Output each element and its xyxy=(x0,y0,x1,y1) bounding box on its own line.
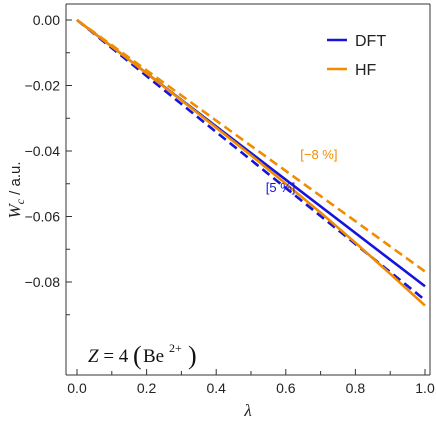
y-tick-label: −0.04 xyxy=(25,143,61,159)
system-label-close-paren: ) xyxy=(188,341,197,370)
y-axis-title-unit: / a.u. xyxy=(7,161,24,199)
y-tick-label: 0.00 xyxy=(33,12,60,28)
x-tick-label: 1.0 xyxy=(415,380,435,396)
x-tick-label: 0.4 xyxy=(206,380,226,396)
svg-text:Wc / a.u.: Wc / a.u. xyxy=(5,161,27,218)
y-axis-title: Wc / a.u. xyxy=(5,161,27,218)
system-label-open-paren: ( xyxy=(133,341,142,370)
annotations: [−8 %] [5 %] xyxy=(266,147,338,195)
tick-labels: 0.0 0.2 0.4 0.6 0.8 1.0 0.00 −0.02 −0.04 −0.06 −0.… xyxy=(25,12,435,396)
legend: DFT HF xyxy=(327,33,386,79)
x-tick-label: 0.0 xyxy=(67,380,87,396)
system-label-value: = 4 xyxy=(99,346,129,367)
axes xyxy=(65,3,431,376)
x-tick-label: 0.2 xyxy=(137,380,157,396)
system-label-charge: 2+ xyxy=(169,341,182,355)
legend-label-hf: HF xyxy=(355,62,377,79)
x-axis-title: λ xyxy=(243,401,251,420)
svg-text:Z = 4: Z = 4 xyxy=(88,346,129,367)
x-tick-label: 0.6 xyxy=(276,380,296,396)
legend-label-dft: DFT xyxy=(355,33,386,50)
x-tick-label: 0.8 xyxy=(346,380,366,396)
y-axis-title-sub: c xyxy=(13,198,27,204)
system-label: Z = 4 ( Be 2+ ) xyxy=(88,341,197,370)
system-label-z: Z xyxy=(88,346,99,367)
annotation-label: [−8 %] xyxy=(300,147,337,162)
ticks xyxy=(66,19,426,375)
reference-dashed-line xyxy=(76,18,426,273)
annotation-label: [5 %] xyxy=(266,180,296,195)
system-label-element: Be xyxy=(143,346,164,367)
y-tick-label: −0.08 xyxy=(25,274,61,290)
series-lines xyxy=(76,18,426,307)
y-tick-label: −0.02 xyxy=(25,78,61,94)
y-tick-label: −0.06 xyxy=(25,209,61,225)
hf-solid-line xyxy=(76,18,426,307)
y-axis-title-main: W xyxy=(5,203,24,219)
